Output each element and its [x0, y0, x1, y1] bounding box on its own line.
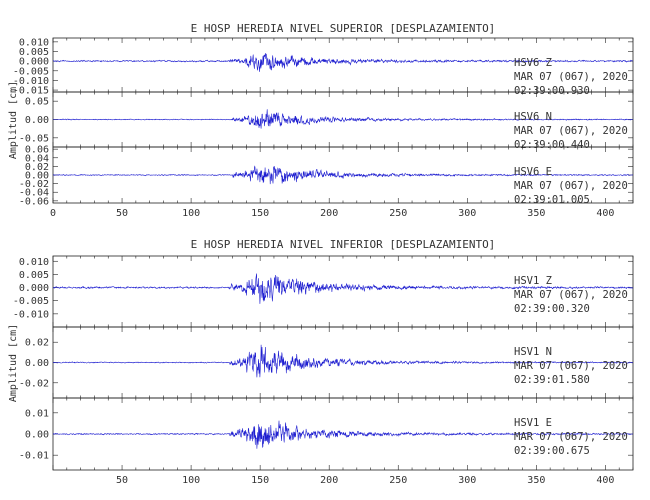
y-tick-label: 0.005 [19, 270, 49, 281]
x-tick-label: 250 [389, 475, 407, 486]
channel-label: HSV6 E [514, 166, 552, 178]
x-tick-label: 50 [116, 475, 128, 486]
time-label: 02:39:01.580 [514, 374, 590, 386]
y-axis-label: Amplitud [cm] [8, 324, 19, 402]
x-tick-label: 150 [251, 475, 269, 486]
channel-label: HSV6 N [514, 111, 552, 123]
time-label: 02:39:01.005 [514, 194, 590, 206]
waveform-trace [53, 344, 633, 378]
y-tick-label: 0.010 [19, 37, 49, 48]
time-label: 02:39:00.320 [514, 303, 590, 315]
time-label: 02:39:00.675 [514, 445, 590, 457]
waveform-trace [53, 109, 633, 129]
y-tick-label: -0.005 [13, 66, 49, 77]
y-tick-label: 0.00 [25, 171, 49, 182]
y-tick-label: -0.005 [13, 296, 49, 307]
x-tick-label: 100 [182, 475, 200, 486]
y-tick-label: 0.000 [19, 57, 49, 68]
panel-0: 0.010 0.005 0.000 -0.005 -0.010 HSV1 Z MAR 07 … [13, 255, 634, 328]
date-label: MAR 07 (067), 2020 [514, 180, 628, 192]
y-tick-label: 0.02 [25, 338, 49, 349]
y-tick-label: -0.02 [19, 378, 49, 389]
x-tick-label: 250 [389, 208, 407, 219]
y-tick-label: -0.010 [13, 309, 49, 320]
channel-label: HSV1 E [514, 417, 552, 429]
x-tick-label: 400 [596, 475, 614, 486]
panel-1: 0.02 0.00 -0.02 HSV1 N MAR 07 (067), 2020 02:… [19, 326, 634, 399]
x-tick-label: 100 [182, 208, 200, 219]
y-tick-label: 0.01 [25, 408, 49, 419]
channel-label: HSV1 Z [514, 275, 552, 287]
waveform-trace [53, 273, 633, 304]
chart-group-1: E HOSP HEREDIA NIVEL INFERIOR [DESPLAZAM… [8, 238, 634, 486]
time-label: 02:39:00.440 [514, 139, 590, 151]
y-tick-label: 0.010 [19, 257, 49, 268]
x-tick-label: 200 [320, 475, 338, 486]
y-tick-label: -0.010 [13, 76, 49, 87]
panel-2: 0.01 0.00 -0.01 HSV1 E MAR 07 (067), 2020 02:… [19, 397, 634, 471]
y-tick-label: 0.04 [25, 153, 49, 164]
channel-label: HSV1 N [514, 346, 552, 358]
date-label: MAR 07 (067), 2020 [514, 431, 628, 443]
x-tick-label: 300 [458, 475, 476, 486]
channel-label: HSV6 Z [514, 57, 552, 69]
y-axis-label: Amplitud [cm] [8, 81, 19, 159]
x-tick-label: 300 [458, 208, 476, 219]
chart-group-0: E HOSP HEREDIA NIVEL SUPERIOR [DESPLAZAM… [8, 22, 634, 219]
y-tick-label: -0.06 [19, 196, 49, 207]
panel-1: 0.05 0.00 -0.05 HSV6 N MAR 07 (067), 2020 02:… [19, 91, 634, 151]
x-tick-label: 200 [320, 208, 338, 219]
date-label: MAR 07 (067), 2020 [514, 125, 628, 137]
x-tick-label: 150 [251, 208, 269, 219]
chart-title: E HOSP HEREDIA NIVEL INFERIOR [DESPLAZAM… [191, 238, 496, 251]
x-tick-label: 0 [50, 208, 56, 219]
y-tick-label: 0.05 [25, 97, 49, 108]
date-label: MAR 07 (067), 2020 [514, 360, 628, 372]
y-tick-label: -0.02 [19, 179, 49, 190]
y-tick-label: -0.05 [19, 133, 49, 144]
y-tick-label: -0.015 [13, 86, 49, 97]
waveform-trace [53, 420, 633, 449]
date-label: MAR 07 (067), 2020 [514, 289, 628, 301]
y-tick-label: 0.02 [25, 162, 49, 173]
time-label: 02:39:00.930 [514, 85, 590, 97]
x-tick-label: 350 [527, 208, 545, 219]
chart-title: E HOSP HEREDIA NIVEL SUPERIOR [DESPLAZAM… [191, 22, 496, 35]
y-tick-label: 0.00 [25, 358, 49, 369]
y-tick-label: -0.04 [19, 188, 49, 199]
x-tick-label: 350 [527, 475, 545, 486]
y-tick-label: 0.00 [25, 115, 49, 126]
panel-2: 0.060.040.020.00-0.02-0.04-0.06 HSV6 E MAR… [19, 145, 634, 207]
waveform-trace [53, 53, 633, 72]
y-tick-label: 0.000 [19, 283, 49, 294]
x-tick-label: 50 [116, 208, 128, 219]
y-tick-label: 0.00 [25, 430, 49, 441]
y-tick-label: 0.005 [19, 47, 49, 58]
x-tick-label: 400 [596, 208, 614, 219]
waveform-trace [53, 165, 633, 185]
date-label: MAR 07 (067), 2020 [514, 71, 628, 83]
y-tick-label: 0.06 [25, 145, 49, 156]
y-tick-label: -0.01 [19, 451, 49, 462]
